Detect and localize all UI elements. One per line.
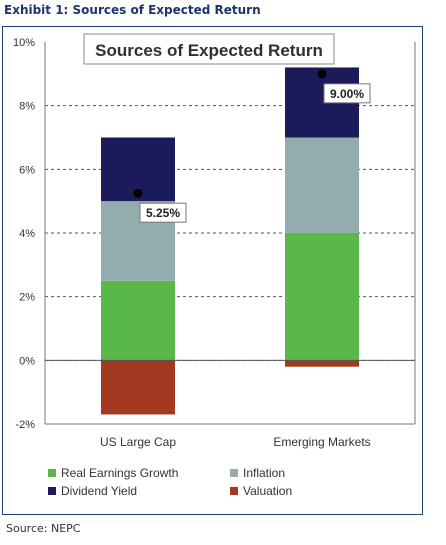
legend-label: Valuation xyxy=(243,484,292,498)
total-label-box xyxy=(139,202,187,223)
bar-segment xyxy=(285,360,359,367)
total-label: 9.00% xyxy=(330,87,364,101)
x-category-label: US Large Cap xyxy=(100,435,176,449)
axes xyxy=(44,42,416,425)
legend-label: Dividend Yield xyxy=(61,484,137,498)
y-tick-label: 0% xyxy=(19,355,35,367)
bar-segment xyxy=(285,137,359,233)
y-tick-label: 10% xyxy=(13,37,35,49)
legend-swatch xyxy=(230,469,238,477)
bars: 5.25% 9.00% xyxy=(101,67,371,415)
total-marker xyxy=(133,188,143,198)
bar-segment xyxy=(101,280,175,361)
legend-label: Inflation xyxy=(243,466,285,480)
total-label-box xyxy=(323,83,371,104)
chart-frame xyxy=(2,26,423,515)
bar-segment xyxy=(285,233,359,361)
y-tick-label: 4% xyxy=(19,228,35,240)
x-axis-labels: US Large Cap Emerging Markets xyxy=(100,435,371,449)
y-tick-label: 2% xyxy=(19,292,35,304)
chart-title-box: Sources of Expected Return xyxy=(83,33,335,65)
chart-title: Sources of Expected Return xyxy=(95,41,323,60)
y-tick-label: -2% xyxy=(15,419,35,431)
legend-label: Real Earnings Growth xyxy=(61,466,178,480)
legend-swatch xyxy=(48,487,56,495)
legend: Real Earnings Growth Inflation Dividend Yi… xyxy=(48,466,292,498)
exhibit-title: Exhibit 1: Sources of Expected Return xyxy=(4,3,261,17)
legend-swatch xyxy=(48,469,56,477)
y-tick-label: 8% xyxy=(19,101,35,113)
total-label: 5.25% xyxy=(146,206,180,220)
y-axis-ticks: -2% 0% 2% 4% 6% 8% 10% xyxy=(13,37,35,431)
bar-segment xyxy=(101,360,175,415)
grid-lines xyxy=(45,105,415,361)
source-note: Source: NEPC xyxy=(6,522,81,535)
legend-swatch xyxy=(230,487,238,495)
total-marker xyxy=(317,69,327,79)
x-category-label: Emerging Markets xyxy=(273,435,370,449)
y-tick-label: 6% xyxy=(19,164,35,176)
